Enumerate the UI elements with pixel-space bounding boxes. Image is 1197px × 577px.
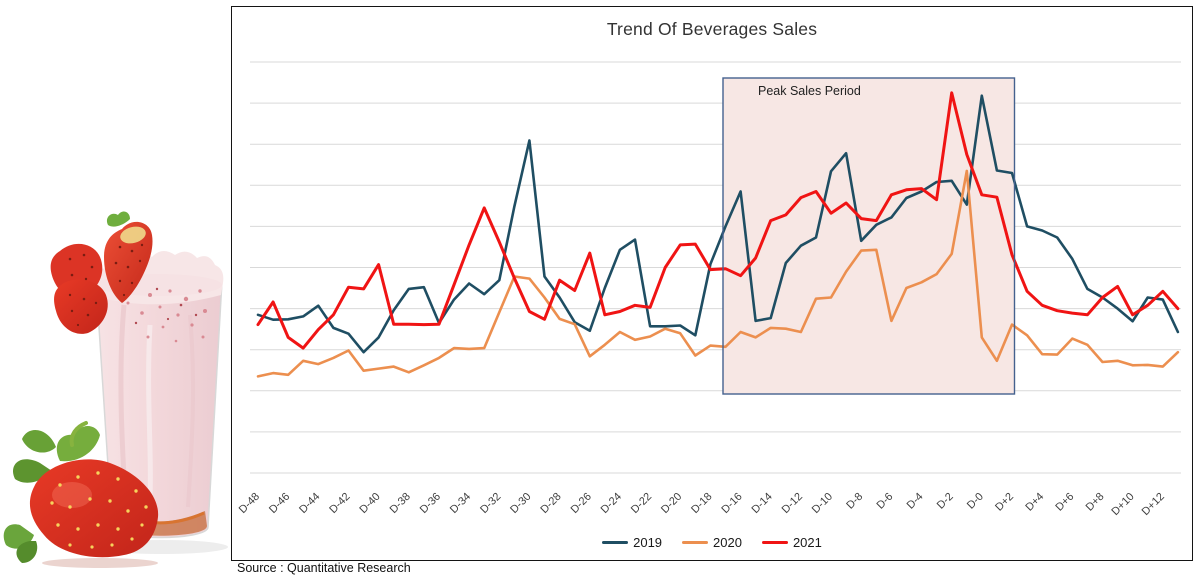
strawberry-milkshake-photo xyxy=(3,211,228,568)
legend-item-2020: 2020 xyxy=(682,535,742,550)
legend-label-2019: 2019 xyxy=(633,535,663,550)
x-tick-label: D-46 xyxy=(267,491,292,516)
gridlines xyxy=(250,61,1181,474)
x-axis-tick-labels: D-48 D-46 D-44 D-42 D-40 D-38 D-36 D-34 D-32 D-30… xyxy=(237,491,1167,518)
peak-sales-region xyxy=(723,78,1015,394)
source-note: Source : Quantitative Research xyxy=(237,561,411,575)
series-line-2019 xyxy=(256,94,1180,354)
x-tick-label: D-34 xyxy=(448,491,473,516)
peak-sales-region-label: Peak Sales Period xyxy=(758,84,861,98)
x-tick-label: D-28 xyxy=(538,491,563,516)
x-tick-label: D-20 xyxy=(659,491,684,516)
top-strawberries xyxy=(50,211,153,334)
x-tick-label: D-12 xyxy=(780,491,805,516)
x-tick-label: D-10 xyxy=(810,491,835,516)
legend-swatch-2019 xyxy=(602,541,629,544)
x-tick-label: D+10 xyxy=(1109,491,1136,518)
beverage-sales-chart: Trend Of Beverages Sales Peak Sales Peri… xyxy=(231,6,1193,561)
x-tick-label: D-16 xyxy=(719,491,744,516)
x-tick-label: D-4 xyxy=(905,491,926,512)
x-tick-label: D+6 xyxy=(1053,491,1076,514)
peak-sales-region-border xyxy=(722,77,1016,395)
x-tick-label: D-42 xyxy=(327,491,352,516)
series-line-2021 xyxy=(256,91,1180,350)
legend-swatch-2020 xyxy=(682,541,709,544)
legend-label-2020: 2020 xyxy=(713,535,742,550)
x-tick-label: D-6 xyxy=(874,491,895,512)
x-tick-label: D-14 xyxy=(749,491,774,516)
bottom-strawberry xyxy=(3,421,159,568)
x-tick-label: D-36 xyxy=(418,491,443,516)
x-tick-label: D-2 xyxy=(935,491,956,512)
x-tick-label: D-0 xyxy=(965,491,986,512)
legend-item-2019: 2019 xyxy=(602,535,662,550)
legend-item-2021: 2021 xyxy=(761,535,822,550)
x-tick-label: D-30 xyxy=(508,491,533,516)
x-tick-label: D-22 xyxy=(629,491,654,516)
x-tick-label: D+2 xyxy=(993,491,1016,514)
legend-label-2021: 2021 xyxy=(792,535,822,550)
x-tick-label: D+12 xyxy=(1140,491,1167,518)
chart-title: Trend Of Beverages Sales xyxy=(606,19,818,39)
x-tick-label: D-8 xyxy=(844,491,865,512)
series-line-2020 xyxy=(256,169,1180,378)
x-tick-label: D-24 xyxy=(599,491,624,516)
x-tick-label: D-40 xyxy=(357,491,382,516)
x-tick-label: D-32 xyxy=(478,491,503,516)
x-tick-label: D+8 xyxy=(1084,491,1107,514)
x-tick-label: D+4 xyxy=(1023,491,1046,514)
x-tick-label: D-38 xyxy=(388,491,413,516)
x-tick-label: D-48 xyxy=(237,491,262,516)
x-tick-label: D-18 xyxy=(689,491,714,516)
x-tick-label: D-44 xyxy=(297,491,322,516)
chart-legend: 2019 2020 2021 xyxy=(232,535,1192,550)
legend-swatch-2021 xyxy=(761,541,788,544)
x-tick-label: D-26 xyxy=(569,491,594,516)
